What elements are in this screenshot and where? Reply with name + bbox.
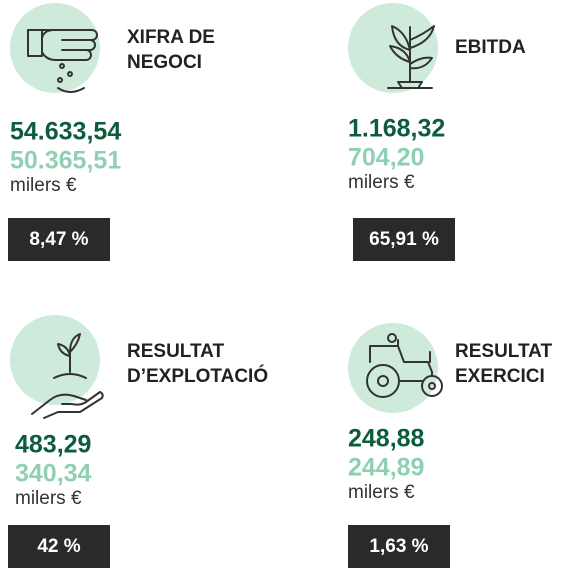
change-badge: [348, 525, 450, 568]
icon-hand-seeds: [27, 29, 98, 93]
unit: milers €: [348, 172, 415, 193]
previous-value: 704,20: [348, 144, 424, 172]
current-value: 483,29: [15, 431, 91, 459]
card-title: NEGOCI: [127, 52, 202, 73]
card-title: EBITDA: [455, 37, 526, 58]
previous-value: 340,34: [15, 460, 92, 488]
card-title: RESULTAT: [455, 341, 552, 362]
card-title: EXERCICI: [455, 366, 545, 387]
icon-bg: [348, 3, 438, 93]
change-value: 8,47 %: [29, 229, 88, 250]
icon-bg: [10, 315, 100, 405]
current-value: 54.633,54: [10, 118, 121, 146]
card-title: RESULTAT: [127, 341, 224, 362]
icon-bg: [10, 3, 100, 93]
icon-tractor: [366, 333, 443, 398]
current-value: 1.168,32: [348, 115, 445, 143]
change-badge: [8, 525, 110, 568]
unit: milers €: [10, 175, 77, 196]
change-value: 65,91 %: [369, 229, 439, 250]
current-value: 248,88: [348, 425, 425, 453]
icon-hand-sprout: [31, 333, 104, 419]
unit: milers €: [15, 488, 82, 509]
previous-value: 50.365,51: [10, 147, 121, 175]
change-value: 1,63 %: [369, 536, 428, 557]
card-title: XIFRA DE: [127, 27, 215, 48]
previous-value: 244,89: [348, 454, 424, 482]
change-badge: [8, 218, 110, 261]
unit: milers €: [348, 482, 415, 503]
change-badge: [353, 218, 455, 261]
card-title: D’EXPLOTACIÓ: [127, 365, 268, 387]
icon-plant: [387, 25, 435, 89]
change-value: 42 %: [37, 536, 80, 557]
